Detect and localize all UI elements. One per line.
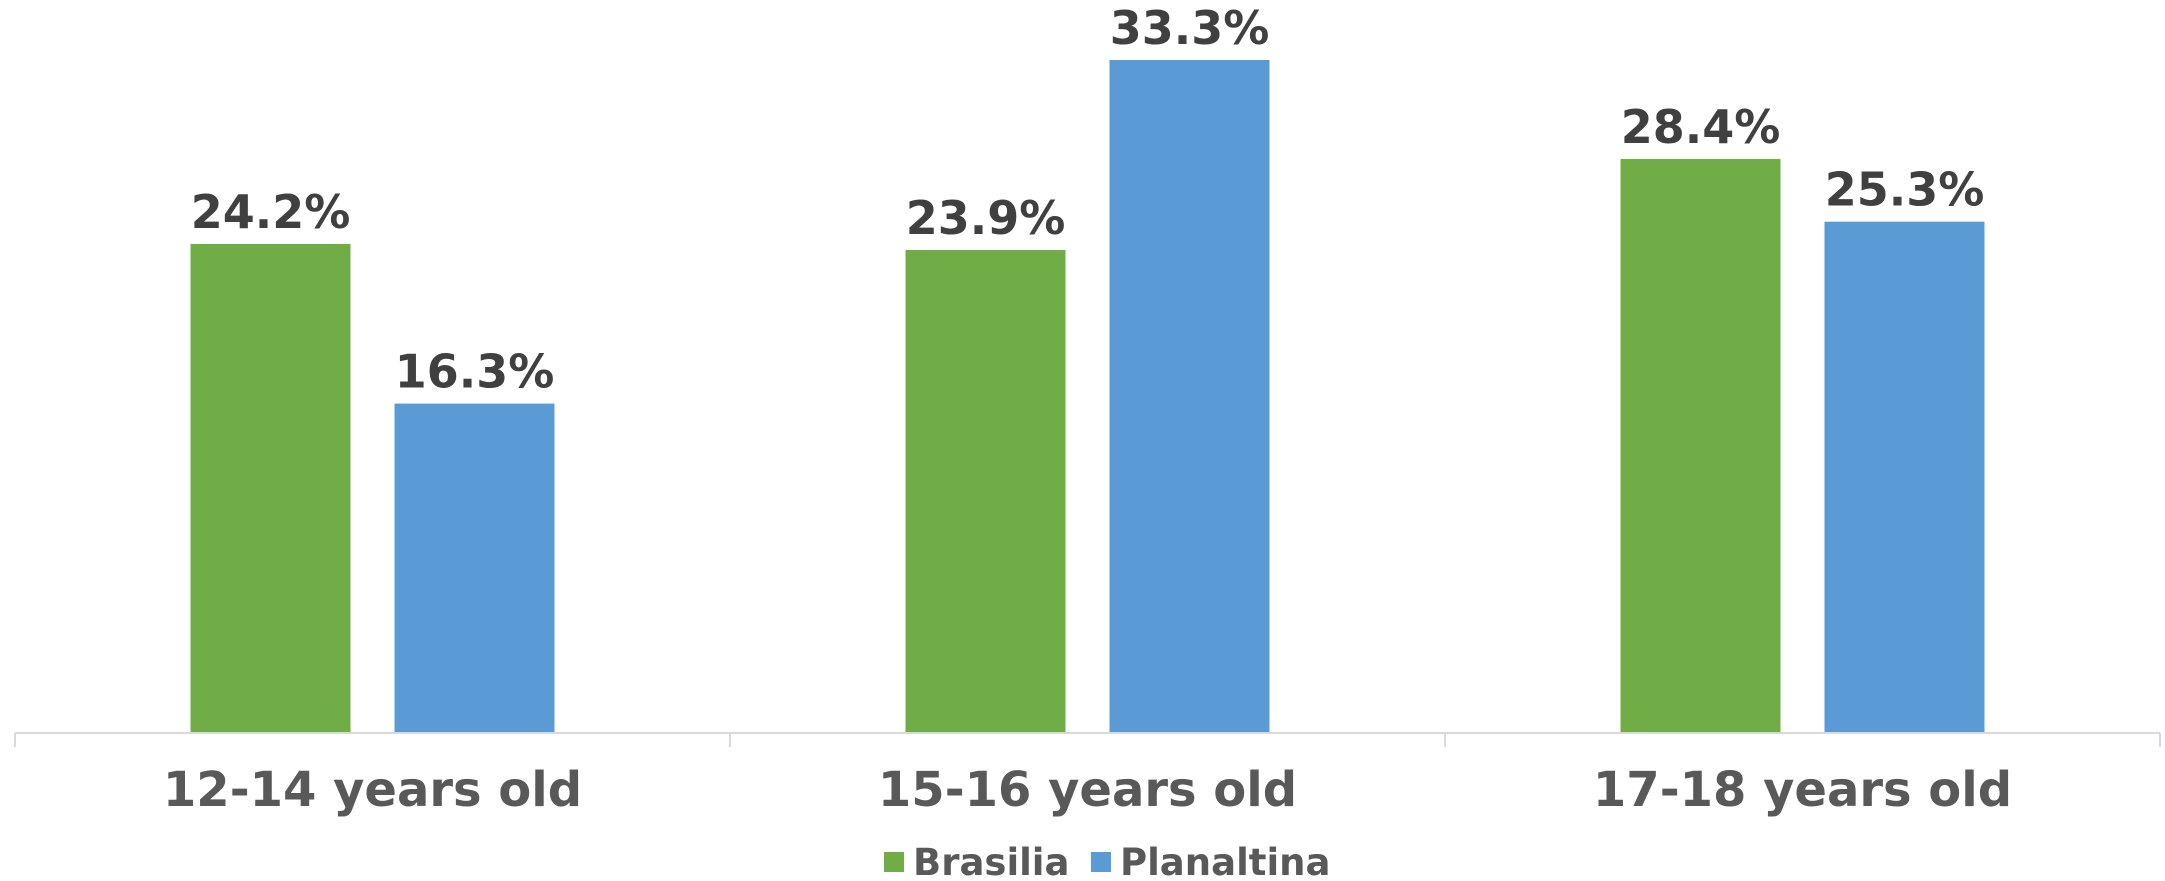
bar-planaltina-3 [1824, 221, 1985, 733]
legend-swatch-brasilia [884, 852, 904, 872]
legend: Brasilia Planaltina [884, 841, 1330, 881]
value-label-brasilia-3: 28.4% [1621, 100, 1781, 154]
value-labels-layer: 24.2% 16.3% 23.9% 33.3% 28.4% 25.3% [191, 1, 1985, 399]
value-label-planaltina-2: 33.3% [1110, 1, 1270, 55]
category-label-2: 15-16 years old [878, 762, 1297, 818]
value-label-planaltina-3: 25.3% [1825, 163, 1985, 217]
legend-swatch-planaltina [1091, 852, 1111, 872]
bar-brasilia-1 [190, 243, 351, 734]
category-label-3: 17-18 years old [1593, 762, 2012, 818]
value-label-brasilia-1: 24.2% [191, 185, 351, 239]
bar-brasilia-3 [1620, 159, 1781, 733]
x-axis: 12-14 years old 15-16 years old 17-18 year… [14, 732, 2161, 818]
bars-layer [190, 60, 1985, 734]
bar-brasilia-2 [905, 249, 1066, 733]
bar-planaltina-2 [1109, 60, 1270, 733]
legend-label-brasilia: Brasilia [913, 841, 1069, 881]
bar-planaltina-1 [394, 403, 555, 733]
value-label-planaltina-1: 16.3% [395, 345, 555, 399]
value-label-brasilia-2: 23.9% [906, 191, 1066, 245]
category-label-1: 12-14 years old [163, 762, 582, 818]
legend-label-planaltina: Planaltina [1120, 841, 1330, 881]
